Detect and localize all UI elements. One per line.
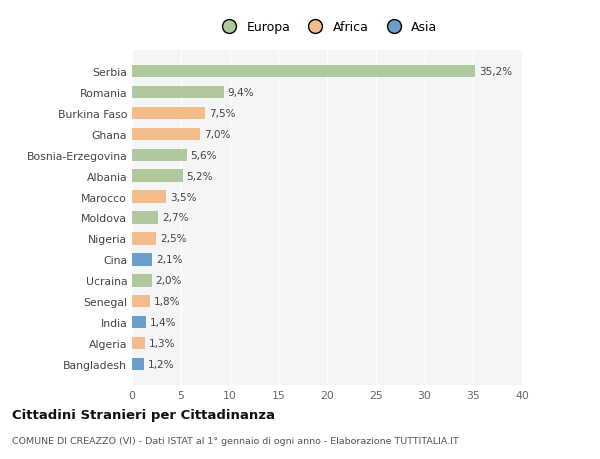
Text: 5,6%: 5,6% <box>191 151 217 161</box>
Text: 3,5%: 3,5% <box>170 192 197 202</box>
Text: 1,3%: 1,3% <box>149 338 175 348</box>
Bar <box>132 87 224 99</box>
Bar <box>132 316 146 329</box>
Text: 7,5%: 7,5% <box>209 109 236 119</box>
Text: 1,4%: 1,4% <box>149 317 176 327</box>
Bar <box>132 274 151 287</box>
Bar <box>132 358 144 370</box>
Bar <box>132 129 200 141</box>
Bar <box>132 212 158 224</box>
Text: 1,8%: 1,8% <box>154 297 180 307</box>
Bar <box>132 253 152 266</box>
Bar <box>132 191 166 203</box>
Bar <box>132 107 205 120</box>
Text: 5,2%: 5,2% <box>187 171 213 181</box>
Bar <box>132 66 475 78</box>
Bar <box>132 295 149 308</box>
Bar <box>132 170 182 183</box>
Text: 9,4%: 9,4% <box>227 88 254 98</box>
Text: 2,1%: 2,1% <box>157 255 183 265</box>
Text: 35,2%: 35,2% <box>479 67 512 77</box>
Legend: Europa, Africa, Asia: Europa, Africa, Asia <box>213 17 441 38</box>
Text: 1,2%: 1,2% <box>148 359 174 369</box>
Bar <box>132 233 157 245</box>
Text: 2,7%: 2,7% <box>162 213 189 223</box>
Bar <box>132 149 187 162</box>
Text: COMUNE DI CREAZZO (VI) - Dati ISTAT al 1° gennaio di ogni anno - Elaborazione TU: COMUNE DI CREAZZO (VI) - Dati ISTAT al 1… <box>12 436 459 445</box>
Text: 7,0%: 7,0% <box>204 129 230 140</box>
Bar <box>132 337 145 349</box>
Text: 2,0%: 2,0% <box>155 275 182 285</box>
Text: Cittadini Stranieri per Cittadinanza: Cittadini Stranieri per Cittadinanza <box>12 409 275 421</box>
Text: 2,5%: 2,5% <box>160 234 187 244</box>
